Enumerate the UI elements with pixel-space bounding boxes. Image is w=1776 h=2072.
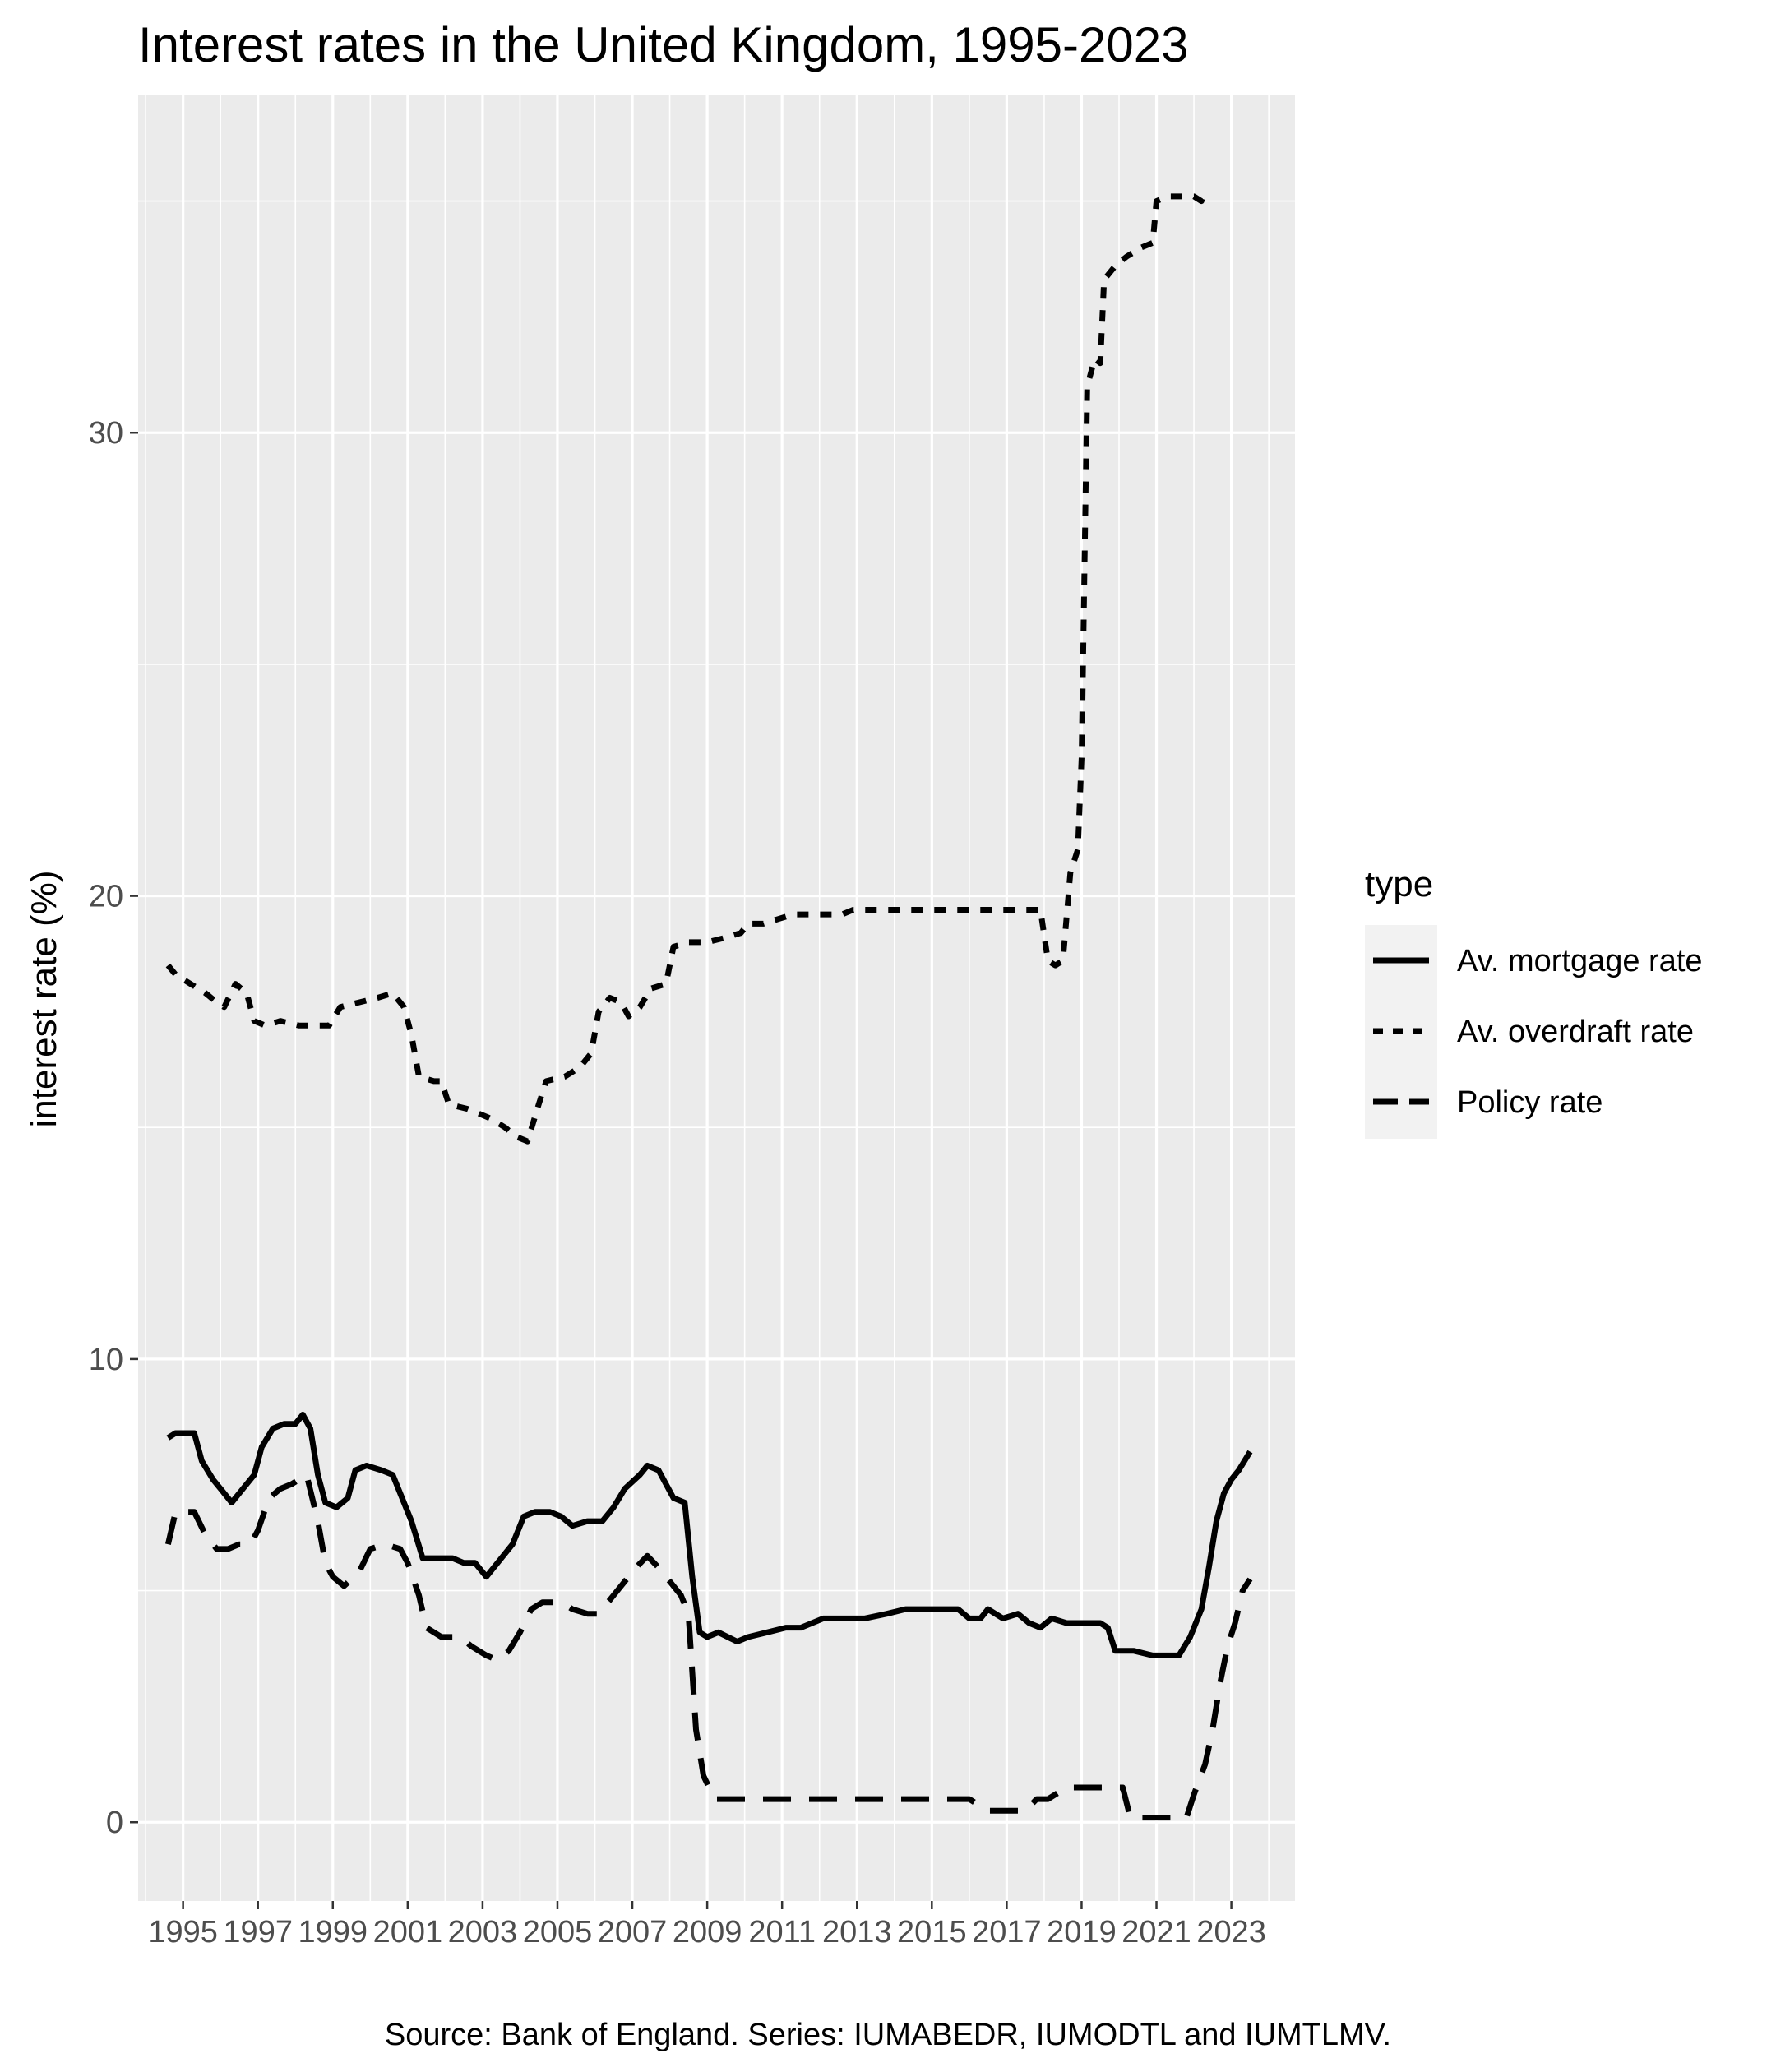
x-tick-label: 2019 bbox=[1047, 1915, 1117, 1949]
y-tick-label: 30 bbox=[89, 416, 123, 451]
x-tick-label: 2003 bbox=[448, 1915, 518, 1949]
series-policy-rate-line bbox=[164, 1472, 1253, 1821]
x-tick-label: 2015 bbox=[897, 1915, 967, 1949]
series-av-overdraft-rate-line bbox=[165, 191, 1208, 1145]
legend-label: Av. overdraft rate bbox=[1457, 1015, 1694, 1049]
x-tick-label: 2005 bbox=[523, 1915, 593, 1949]
series-lines bbox=[164, 191, 1253, 1821]
y-tick-label: 0 bbox=[106, 1806, 123, 1840]
plot-panel bbox=[138, 95, 1295, 1901]
x-tick-label: 2009 bbox=[673, 1915, 742, 1949]
x-tick-label: 2011 bbox=[748, 1915, 816, 1949]
x-axis: 1995 1997 1999 2001 2003 2005 2007 2009 2011 2013… bbox=[148, 1901, 1266, 1949]
legend-label: Av. mortgage rate bbox=[1457, 944, 1703, 978]
y-tick-label: 10 bbox=[89, 1343, 123, 1377]
legend-label: Policy rate bbox=[1457, 1085, 1603, 1120]
x-tick-label: 1997 bbox=[223, 1915, 293, 1949]
x-tick-label: 1995 bbox=[148, 1915, 218, 1949]
x-tick-label: 2021 bbox=[1122, 1915, 1191, 1949]
chart-title: Interest rates in the United Kingdom, 19… bbox=[138, 17, 1188, 72]
x-tick-label: 2013 bbox=[822, 1915, 892, 1949]
x-tick-label: 1999 bbox=[298, 1915, 368, 1949]
series-av-mortgage-rate-line bbox=[166, 1412, 1253, 1658]
caption: Source: Bank of England. Series: IUMABED… bbox=[385, 2018, 1391, 2052]
x-tick-label: 2007 bbox=[598, 1915, 668, 1949]
grid-minor bbox=[138, 95, 1295, 1901]
x-tick-label: 2023 bbox=[1196, 1915, 1266, 1949]
y-tick-label: 20 bbox=[89, 880, 123, 914]
legend-title: type bbox=[1365, 864, 1433, 904]
grid-major bbox=[138, 95, 1295, 1901]
y-axis: 0 10 20 30 bbox=[89, 416, 138, 1840]
y-axis-title: interest rate (%) bbox=[24, 871, 64, 1128]
legend: type Av. mortgage rate Av. overdraft rate… bbox=[1365, 864, 1703, 1139]
x-tick-label: 2001 bbox=[373, 1915, 443, 1949]
x-tick-label: 2017 bbox=[972, 1915, 1042, 1949]
